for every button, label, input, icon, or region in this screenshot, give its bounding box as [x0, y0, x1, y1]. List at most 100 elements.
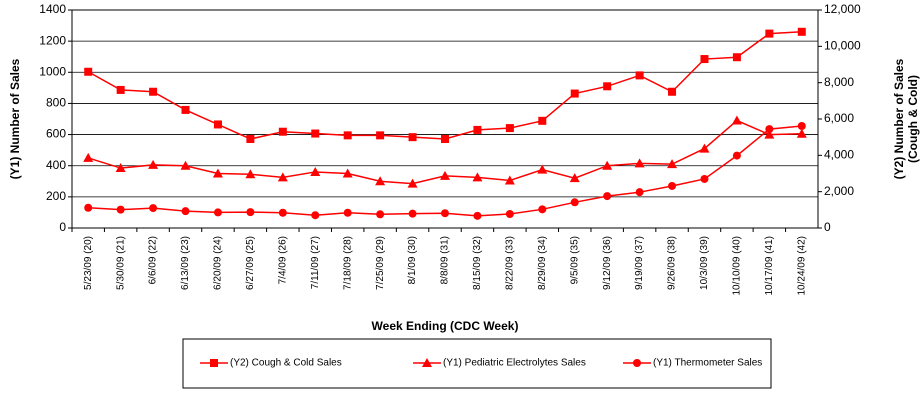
legend-label: (Y1) Pediatric Electrolytes Sales	[443, 358, 586, 369]
marker	[505, 209, 514, 218]
y2-tick-label: 2,000	[824, 184, 854, 198]
marker	[407, 178, 418, 188]
x-tick-label: 8/22/09 (33)	[505, 236, 516, 290]
marker	[213, 208, 222, 217]
marker	[441, 134, 449, 143]
legend-label: (Y1) Thermometer Sales	[653, 358, 762, 369]
marker	[633, 359, 641, 367]
marker	[797, 27, 806, 36]
y2-tick-label: 10,000	[824, 39, 861, 53]
y-tick-label: 1400	[39, 2, 66, 16]
marker	[343, 208, 352, 217]
marker	[212, 168, 223, 178]
marker	[569, 173, 580, 183]
marker	[505, 124, 514, 133]
marker	[764, 129, 775, 139]
marker	[116, 205, 125, 214]
x-tick-label: 10/10/09 (40)	[732, 236, 743, 296]
marker	[700, 174, 709, 183]
marker	[376, 210, 385, 219]
marker	[472, 172, 483, 182]
marker	[731, 115, 742, 125]
y2-axis-title: (Y2) Number of Sales	[892, 58, 906, 179]
y-tick-label: 800	[46, 96, 66, 110]
y-tick-label: 1000	[39, 64, 66, 78]
x-tick-label: 8/29/09 (34)	[537, 236, 548, 290]
marker	[634, 158, 645, 168]
x-tick-label: 5/30/09 (21)	[115, 236, 126, 290]
x-tick-label: 6/13/09 (23)	[180, 236, 191, 290]
marker	[343, 131, 352, 140]
y-axis-title: (Y1) Number of Sales	[8, 58, 22, 179]
marker	[246, 208, 255, 217]
x-tick-label: 9/26/09 (38)	[667, 236, 678, 290]
marker	[635, 188, 644, 197]
marker	[699, 143, 710, 153]
marker	[408, 133, 417, 142]
y2-tick-label: 4,000	[824, 148, 854, 162]
marker	[732, 151, 741, 160]
x-tick-label: 7/18/09 (28)	[342, 236, 353, 290]
marker	[245, 169, 256, 179]
marker	[537, 164, 548, 174]
plot-area	[71, 9, 819, 229]
marker	[504, 175, 515, 185]
legend	[182, 338, 772, 389]
marker	[700, 55, 709, 64]
marker	[797, 122, 806, 131]
x-tick-label: 9/12/09 (36)	[602, 236, 613, 290]
x-tick-label: 8/8/09 (31)	[440, 236, 451, 284]
marker	[570, 198, 579, 207]
y2-tick-label: 0	[824, 220, 831, 234]
marker	[84, 203, 93, 212]
marker	[408, 209, 417, 218]
y-tick-label: 1200	[39, 33, 66, 47]
marker	[246, 134, 255, 143]
marker	[278, 127, 287, 136]
marker	[668, 181, 677, 190]
marker	[603, 82, 612, 91]
marker	[149, 87, 158, 96]
marker	[440, 170, 450, 180]
y2-axis-title: (Cough & Cold)	[906, 75, 920, 163]
marker	[765, 125, 774, 134]
x-tick-label: 6/27/09 (25)	[245, 236, 256, 290]
x-tick-label: 9/5/09 (35)	[569, 236, 580, 284]
x-tick-label: 7/4/09 (26)	[277, 236, 288, 284]
marker	[311, 129, 320, 138]
legend-label: (Y2) Cough & Cold Sales	[230, 358, 342, 369]
y2-tick-label: 8,000	[824, 75, 854, 89]
marker	[473, 125, 482, 134]
series-line	[87, 31, 802, 140]
marker	[84, 67, 93, 76]
y-tick-label: 400	[46, 158, 66, 172]
marker	[732, 53, 741, 62]
marker	[181, 207, 190, 216]
marker	[422, 358, 432, 367]
y-tick-label: 0	[59, 220, 66, 234]
marker	[538, 116, 547, 125]
x-axis-title: Week Ending (CDC Week)	[372, 319, 519, 333]
marker	[342, 168, 353, 178]
marker	[278, 208, 287, 217]
marker	[115, 163, 126, 173]
marker	[668, 87, 677, 96]
marker	[376, 131, 385, 140]
marker	[796, 128, 807, 138]
marker	[83, 152, 94, 162]
marker	[213, 120, 222, 129]
marker	[538, 205, 547, 214]
y2-tick-label: 6,000	[824, 111, 854, 125]
x-tick-label: 10/3/09 (39)	[699, 236, 710, 290]
marker	[311, 211, 320, 220]
marker	[603, 192, 612, 201]
x-tick-label: 8/1/09 (30)	[407, 236, 418, 284]
marker	[277, 172, 288, 182]
marker	[375, 176, 386, 186]
marker	[149, 204, 158, 213]
marker	[765, 29, 774, 38]
x-tick-label: 7/25/09 (29)	[375, 236, 386, 290]
x-tick-label: 9/19/09 (37)	[634, 236, 645, 290]
marker	[602, 160, 613, 170]
